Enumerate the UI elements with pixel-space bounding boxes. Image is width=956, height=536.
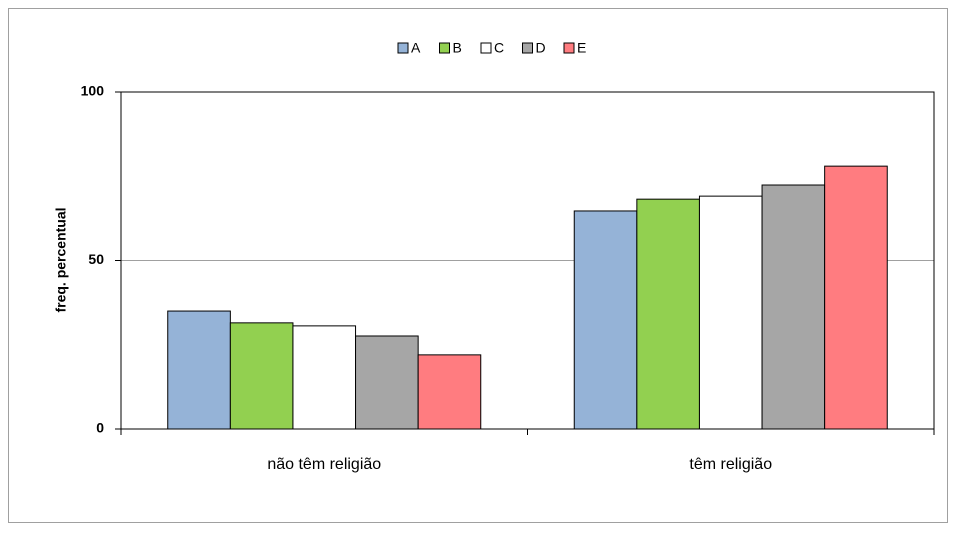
bar <box>355 335 419 430</box>
legend-swatch <box>563 42 575 54</box>
bar <box>167 310 231 430</box>
x-tick-label: não têm religião <box>267 456 381 473</box>
bar <box>824 165 888 430</box>
legend-swatch <box>439 42 450 54</box>
bar <box>573 210 638 430</box>
legend-label: A <box>411 40 421 56</box>
x-tick-label: têm religião <box>689 456 772 473</box>
legend-swatch <box>397 42 409 54</box>
legend-label: E <box>577 40 586 56</box>
y-axis-label: freq. percentual <box>53 207 69 312</box>
bar <box>229 322 294 430</box>
y-tick-label: 100 <box>81 83 105 99</box>
legend-swatch <box>480 42 492 54</box>
legend-swatch <box>522 42 533 54</box>
y-tick-label: 50 <box>88 251 104 267</box>
legend-label: C <box>494 40 504 56</box>
y-tick-label: 0 <box>96 420 104 436</box>
bar <box>698 195 763 430</box>
legend-label: D <box>536 40 546 56</box>
bar <box>636 198 700 430</box>
bar <box>417 354 482 430</box>
bar <box>761 184 826 430</box>
bar <box>292 325 357 430</box>
legend-label: B <box>453 40 462 56</box>
